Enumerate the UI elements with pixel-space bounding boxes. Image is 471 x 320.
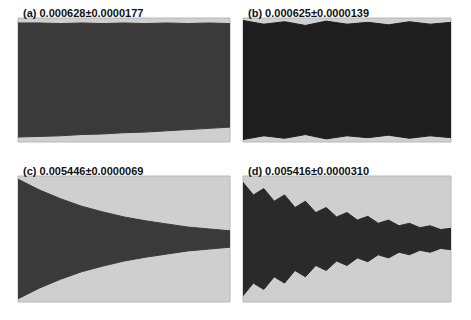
- svg-text:(c) 0.005446±0.0000069: (c) 0.005446±0.0000069: [23, 165, 143, 177]
- svg-text:(d) 0.005416±0.0000310: (d) 0.005416±0.0000310: [248, 165, 369, 177]
- svg-text:(a) 0.000628±0.0000177: (a) 0.000628±0.0000177: [23, 7, 143, 19]
- svg-text:(b) 0.000625±0.0000139: (b) 0.000625±0.0000139: [248, 7, 369, 19]
